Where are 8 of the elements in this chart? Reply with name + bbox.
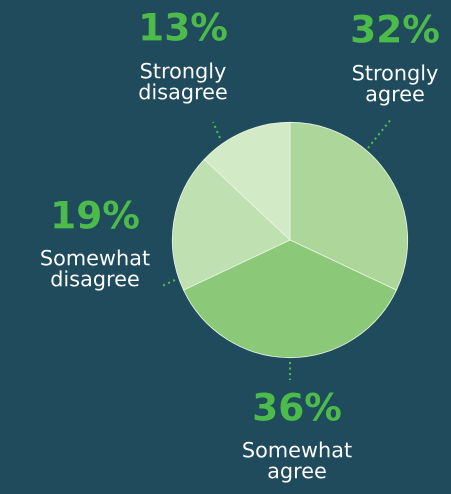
data-label: 19% <box>54 200 139 229</box>
slice-label: Strongly agree <box>352 64 438 106</box>
slice-label: Strongly disagree <box>139 62 227 104</box>
slice-label: Somewhat agree <box>243 441 352 483</box>
data-label: 13% <box>142 12 227 41</box>
data-label: 36% <box>254 392 341 421</box>
slice-label: Somewhat disagree <box>41 249 150 291</box>
data-label: 32% <box>352 14 439 43</box>
